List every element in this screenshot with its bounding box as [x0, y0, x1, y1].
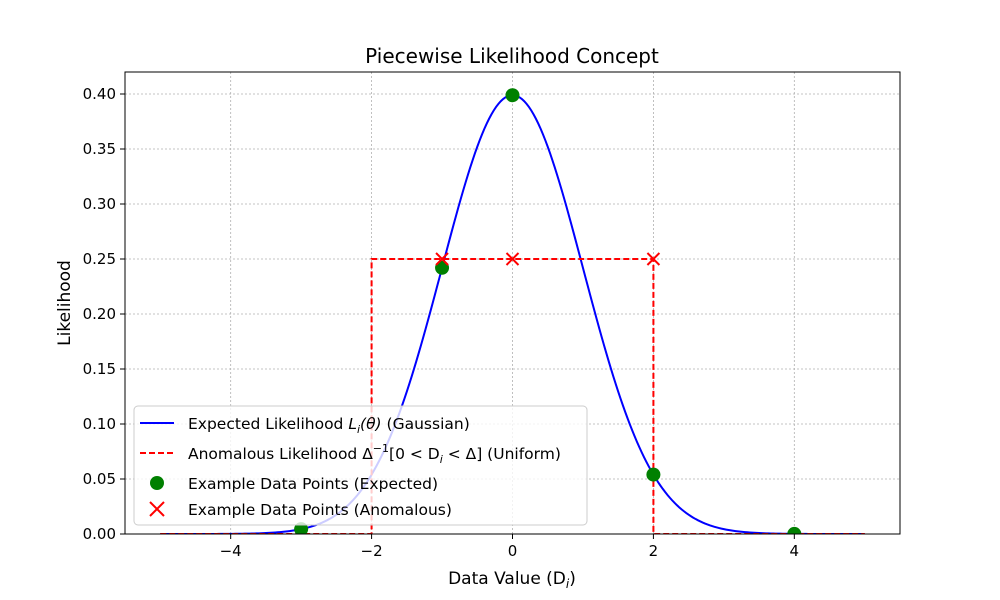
point-expected	[505, 88, 520, 103]
legend-uniform-text-a: Anomalous Likelihood Δ	[188, 445, 373, 463]
y-tick-label: 0.00	[83, 525, 116, 543]
y-tick-label: 0.25	[83, 250, 116, 268]
legend-uniform-sub: i	[440, 453, 443, 466]
x-tick-label: 4	[790, 542, 800, 560]
y-tick-label: 0.35	[83, 140, 116, 158]
legend-gaussian-text-a: Expected Likelihood	[188, 415, 348, 433]
y-tick-label: 0.05	[83, 470, 116, 488]
x-tick-label: 2	[649, 542, 659, 560]
point-expected	[435, 260, 450, 275]
x-axis-label-end: )	[569, 569, 576, 589]
point-anomalous-stroke	[435, 252, 449, 266]
legend-gaussian-label: Expected Likelihood Li(θ) (Gaussian)	[188, 415, 470, 436]
point-anomalous-stroke	[646, 252, 661, 266]
y-tick-label: 0.20	[83, 305, 116, 323]
point-anomalous	[646, 252, 661, 266]
legend-expected-marker	[150, 476, 164, 490]
legend-gaussian-i: i	[357, 423, 360, 436]
point-expected	[787, 526, 802, 534]
legend-gaussian-text-b: (Gaussian)	[382, 415, 470, 433]
legend: Expected Likelihood Li(θ) (Gaussian) Ano…	[133, 405, 588, 526]
x-tick-label: −2	[361, 542, 383, 560]
point-anomalous	[505, 252, 520, 266]
y-tick-label: 0.40	[83, 85, 116, 103]
y-axis-label: Likelihood	[55, 260, 75, 346]
x-tick-label: −4	[220, 542, 242, 560]
x-axis-ticks: −4 −2 0 2 4	[220, 534, 799, 560]
x-tick-label: 0	[508, 542, 518, 560]
point-anomalous-stroke	[505, 252, 520, 266]
x-axis-label-sub: i	[566, 577, 570, 591]
legend-uniform-label: Anomalous Likelihood Δ−1[0 < Di < Δ] (Un…	[188, 442, 561, 466]
legend-uniform-text-b: [0 < D	[389, 445, 440, 463]
point-expected	[646, 467, 661, 482]
legend-anomalous-label: Example Data Points (Anomalous)	[188, 501, 452, 519]
y-tick-label: 0.15	[83, 360, 116, 378]
y-axis-ticks: 0.00 0.05 0.10 0.15 0.20 0.25 0.30 0.35 0.40	[83, 85, 125, 543]
legend-gaussian-theta: (θ)	[360, 415, 382, 433]
legend-expected-label: Example Data Points (Expected)	[188, 475, 438, 493]
y-tick-label: 0.30	[83, 195, 116, 213]
x-axis-label: Data Value (Di)	[448, 569, 576, 591]
legend-uniform-text-c: < Δ] (Uniform)	[443, 445, 561, 463]
chart-title: Piecewise Likelihood Concept	[365, 44, 659, 68]
y-tick-label: 0.10	[83, 415, 116, 433]
legend-gaussian-L: L	[348, 415, 357, 433]
legend-uniform-sup: −1	[373, 442, 389, 455]
legend-box	[133, 405, 588, 526]
legend-anomalous-marker	[149, 501, 165, 517]
point-anomalous	[435, 252, 449, 266]
x-axis-label-main: Data Value (D	[448, 569, 566, 589]
